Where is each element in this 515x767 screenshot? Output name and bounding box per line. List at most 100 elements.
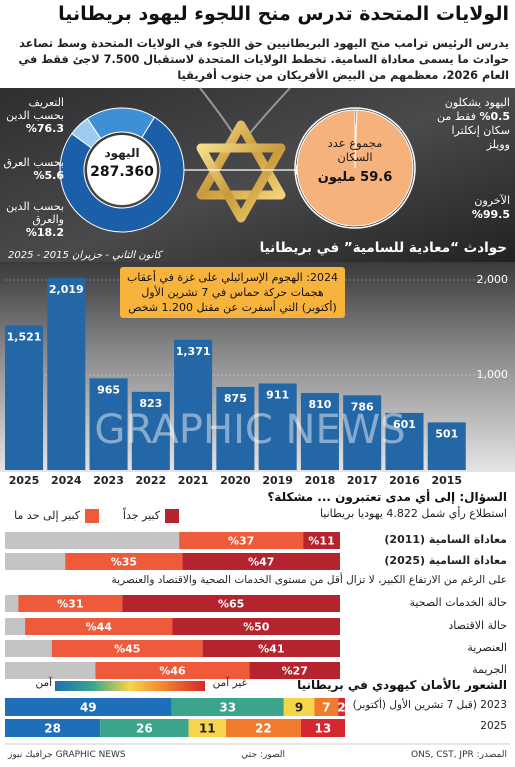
bar-segment — [226, 719, 301, 737]
bar-segment — [18, 595, 123, 612]
bar — [343, 395, 382, 470]
bar — [385, 412, 424, 470]
bar-value-label: 26 — [136, 722, 153, 736]
bar-value-label: %44 — [86, 621, 113, 634]
bar-value-label: 7 — [322, 701, 330, 715]
bar-value-label: 601 — [393, 418, 416, 431]
bar-segment — [188, 719, 226, 737]
bar-value-label: 1,521 — [7, 331, 42, 344]
bar-value-label: 823 — [139, 397, 162, 410]
bar-value-label: 2,019 — [49, 283, 84, 296]
subtitle: يدرس الرئيس ترامب منح اليهود البريطانيين… — [18, 37, 509, 82]
footer-logo: GRAPHIC NEWS جرافيك نيوز — [8, 750, 126, 760]
bar — [258, 383, 297, 470]
pie-slice — [59, 116, 185, 233]
pie-slice — [296, 109, 414, 227]
bar-segment — [171, 698, 284, 716]
bar-value-label: 501 — [435, 427, 458, 440]
bar — [5, 325, 44, 470]
bar-value-label: %65 — [218, 598, 244, 611]
row-label: معاداة السامية (2025) — [384, 554, 507, 567]
row-label: حالة الاقتصاد — [448, 619, 507, 632]
legend-label: آمن — [35, 677, 52, 689]
y-tick-label: 2,000 — [477, 273, 509, 286]
pie-label-value: %18.2 — [25, 226, 64, 239]
row-label: 2023 (قبل 7 تشرين الأول (أكتوبر) — [352, 699, 507, 711]
center-title: اليهود — [104, 146, 140, 160]
bar-value-label: 28 — [44, 722, 61, 736]
center-value: 59.6 مليون — [317, 170, 393, 185]
bar-value-label: 2 — [337, 701, 345, 715]
pie-slice — [86, 107, 156, 140]
x-tick-label: 2016 — [389, 474, 420, 487]
bar — [300, 393, 339, 470]
row-label: العنصرية — [467, 641, 507, 654]
bar-value-label: %31 — [57, 598, 83, 611]
bar — [131, 391, 170, 470]
bar-value-label: 911 — [266, 388, 289, 401]
pie-label: بحسب الدين والعرق %18.2 — [0, 200, 64, 239]
bar-segment — [65, 553, 183, 570]
y-tick-label: 1,000 — [477, 368, 509, 381]
pie-label-category: بحسب الدين والعرق — [6, 200, 64, 226]
legend-gradient — [55, 681, 205, 691]
bar-segment — [5, 698, 172, 716]
row-label: معاداة السامية (2011) — [384, 533, 507, 546]
bar — [216, 386, 255, 470]
footer-source: المصدر: ONS, CST, JPR — [410, 750, 507, 760]
x-tick-label: 2015 — [431, 474, 462, 487]
chart-subtitle: استطلاع رأي شمل 4.822 يهوديا بريطانيا — [319, 507, 507, 520]
x-tick-label: 2021 — [178, 474, 209, 487]
bar-segment — [303, 532, 340, 549]
title: الولايات المتحدة تدرس منح اللجوء ليهود ب… — [58, 3, 509, 25]
bar-segment — [51, 640, 203, 657]
pie-label-value: %0.5 — [479, 110, 510, 123]
chart-title: السؤال: إلى أي مدى تعتبرون ... مشكلة؟ — [267, 490, 507, 504]
pie-label-category: اليهود — [484, 96, 510, 109]
bar-value-label: 810 — [308, 398, 331, 411]
row-label: حالة الخدمات الصحية — [409, 596, 507, 609]
bar-value-label: 786 — [351, 400, 374, 413]
bar-value-label: 22 — [255, 722, 272, 736]
bar-value-label: %41 — [258, 643, 284, 656]
x-tick-label: 2017 — [347, 474, 378, 487]
center-value: 287.360 — [90, 164, 154, 180]
x-tick-label: 2025 — [9, 474, 40, 487]
bar — [427, 422, 466, 470]
x-tick-label: 2018 — [305, 474, 336, 487]
bar-value-label: 13 — [315, 722, 332, 736]
bar-segment — [25, 618, 173, 635]
annotation: على الرغم من الارتفاع الكبير، لا تزال أق… — [111, 574, 507, 586]
bar — [47, 278, 86, 470]
bar-value-label: 875 — [224, 392, 247, 405]
pie-label-category: الآخرون — [474, 194, 510, 207]
bar-value-label: %46 — [159, 665, 186, 678]
x-tick-label: 2022 — [136, 474, 167, 487]
star-of-david — [196, 120, 286, 223]
bar-value-label: 1,371 — [176, 345, 211, 358]
chart-subtitle: كانون الثاني - حزيران 2015 - 2025 — [8, 250, 162, 261]
bar-segment — [172, 618, 340, 635]
center-title: مجموع عدد السكان — [327, 136, 383, 164]
bar-value-label: %50 — [243, 621, 270, 634]
pie-label: بحسب العرق %5.6 — [0, 156, 64, 182]
bar-segment — [100, 719, 189, 737]
bar-segment — [283, 698, 315, 716]
legend-swatch — [165, 509, 179, 523]
bar-segment — [338, 698, 345, 716]
center-disc — [87, 135, 157, 205]
chart-title: الشعور بالأمان كيهودي في بريطانيا — [297, 678, 507, 692]
legend-label: كبير جداً — [122, 509, 160, 522]
bar-value-label: 49 — [80, 701, 97, 715]
x-tick-label: 2019 — [262, 474, 293, 487]
pie-label-value: %99.5 — [471, 208, 510, 221]
pie-label-note: فقط من سكان إنكلترا وويلز — [436, 110, 510, 151]
bar-value-label: %35 — [111, 556, 137, 569]
pie-label-value: %76.3 — [25, 122, 64, 135]
bar-segment — [249, 662, 340, 679]
bar — [89, 378, 128, 470]
bar-segment — [202, 640, 340, 657]
bar-segment — [5, 719, 101, 737]
bar-value-label: 9 — [295, 701, 303, 715]
pie-label-category: بحسب العرق — [3, 156, 64, 169]
